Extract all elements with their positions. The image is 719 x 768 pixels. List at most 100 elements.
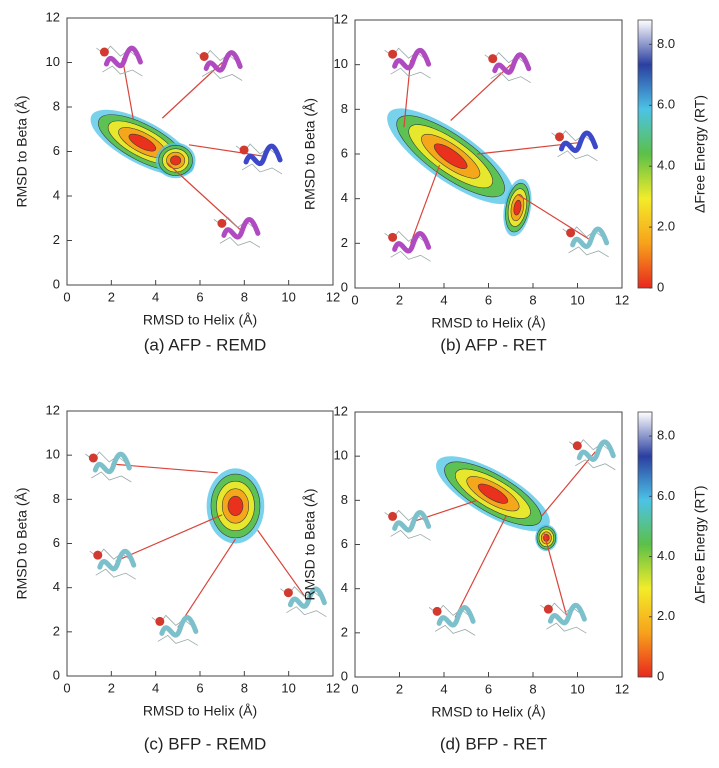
x-tick-label: 2 — [108, 680, 115, 695]
connector — [121, 57, 135, 121]
connector — [177, 538, 236, 628]
x-axis-label: RMSD to Helix (Å) — [143, 312, 257, 328]
x-tick-label: 12 — [326, 680, 340, 695]
y-tick-label: 10 — [334, 448, 348, 463]
colorbar-tick-label: 2.0 — [657, 219, 675, 234]
molecule-ribbon — [287, 586, 327, 609]
molecule-ribbon — [392, 231, 432, 254]
x-tick-label: 0 — [351, 292, 358, 307]
molecule-atom — [388, 232, 398, 242]
molecule-ribbon — [103, 45, 143, 69]
x-tick-label: 8 — [241, 289, 248, 304]
molecule-ribbon — [203, 50, 243, 73]
colorbar-tick-label: 8.0 — [657, 428, 675, 443]
molecule-atom — [488, 54, 498, 64]
molecule-ribbon — [392, 510, 432, 533]
colorbar-label: ΔFree Energy (RT) — [692, 95, 708, 213]
colorbar-label: ΔFree Energy (RT) — [692, 485, 708, 603]
molecule-atom — [88, 453, 98, 463]
molecule-atom — [283, 588, 293, 598]
x-tick-label: 4 — [152, 289, 159, 304]
y-tick-label: 10 — [46, 447, 60, 462]
y-tick-label: 12 — [46, 9, 60, 24]
x-tick-label: 12 — [615, 681, 629, 696]
x-tick-label: 2 — [396, 681, 403, 696]
density-region — [128, 133, 157, 152]
x-tick-label: 10 — [281, 680, 295, 695]
x-tick-label: 0 — [63, 289, 70, 304]
connector — [541, 451, 596, 517]
colorbar-tick-label: 8.0 — [657, 36, 675, 51]
x-axis-label: RMSD to Helix (Å) — [431, 704, 545, 720]
molecule-atom — [566, 228, 576, 238]
connector — [161, 62, 223, 119]
molecule-ribbon — [159, 615, 199, 638]
y-tick-label: 8 — [53, 98, 60, 113]
molecule-ribbon — [392, 47, 432, 71]
density-region — [477, 483, 509, 504]
molecule-atom — [572, 441, 582, 451]
y-tick-label: 12 — [334, 11, 348, 26]
x-tick-label: 2 — [108, 289, 115, 304]
connector — [257, 529, 307, 600]
y-tick-label: 2 — [53, 623, 60, 638]
x-tick-label: 2 — [396, 292, 403, 307]
molecule-ribbon — [97, 548, 137, 572]
y-tick-label: 2 — [341, 624, 348, 639]
y-tick-label: 4 — [53, 187, 60, 202]
colorbar-tick-label: 0 — [657, 279, 664, 294]
y-tick-label: 8 — [341, 101, 348, 116]
molecule-ribbon — [547, 602, 587, 626]
molecule-ribbon — [92, 451, 132, 475]
y-axis-label: RMSD to Beta (Å) — [14, 95, 30, 207]
x-tick-label: 10 — [570, 681, 584, 696]
x-axis-label: RMSD to Helix (Å) — [143, 703, 257, 719]
y-tick-label: 12 — [334, 403, 348, 418]
x-tick-label: 4 — [440, 681, 447, 696]
molecule-atom — [388, 511, 398, 521]
x-tick-label: 6 — [485, 681, 492, 696]
connector — [166, 162, 241, 230]
y-tick-label: 6 — [341, 145, 348, 160]
density-region — [433, 143, 468, 169]
density-region — [170, 155, 182, 166]
caption: (b) AFP - RET — [440, 335, 546, 354]
y-tick-label: 4 — [341, 580, 348, 595]
y-tick-label: 4 — [53, 579, 60, 594]
y-tick-label: 8 — [341, 492, 348, 507]
x-tick-label: 8 — [529, 292, 536, 307]
molecule-atom — [543, 604, 553, 614]
x-tick-label: 6 — [485, 292, 492, 307]
y-tick-label: 0 — [53, 667, 60, 682]
molecule-atom — [432, 606, 442, 616]
molecule-ribbon — [576, 439, 616, 462]
y-tick-label: 6 — [341, 536, 348, 551]
colorbar — [637, 411, 653, 678]
x-tick-label: 0 — [63, 680, 70, 695]
connector — [115, 514, 223, 562]
colorbar-tick-label: 4.0 — [657, 158, 675, 173]
y-tick-label: 0 — [341, 668, 348, 683]
density-region — [227, 495, 244, 517]
molecule-atom — [239, 145, 249, 155]
y-tick-label: 6 — [53, 143, 60, 158]
x-tick-label: 0 — [351, 681, 358, 696]
x-tick-label: 6 — [196, 680, 203, 695]
y-tick-label: 2 — [341, 235, 348, 250]
molecule-ribbon — [559, 130, 598, 154]
y-tick-label: 10 — [334, 56, 348, 71]
molecule-atom — [199, 52, 209, 61]
molecule-atom — [217, 218, 227, 228]
connector — [410, 164, 441, 244]
x-tick-label: 8 — [241, 680, 248, 695]
y-tick-label: 10 — [46, 54, 60, 69]
y-tick-label: 6 — [53, 535, 60, 550]
y-tick-label: 2 — [53, 232, 60, 247]
molecule-ribbon — [436, 605, 476, 628]
caption: (c) BFP - REMD — [144, 734, 266, 753]
colorbar-tick-label: 6.0 — [657, 97, 675, 112]
y-tick-label: 0 — [341, 279, 348, 294]
molecule-atom — [155, 616, 165, 626]
